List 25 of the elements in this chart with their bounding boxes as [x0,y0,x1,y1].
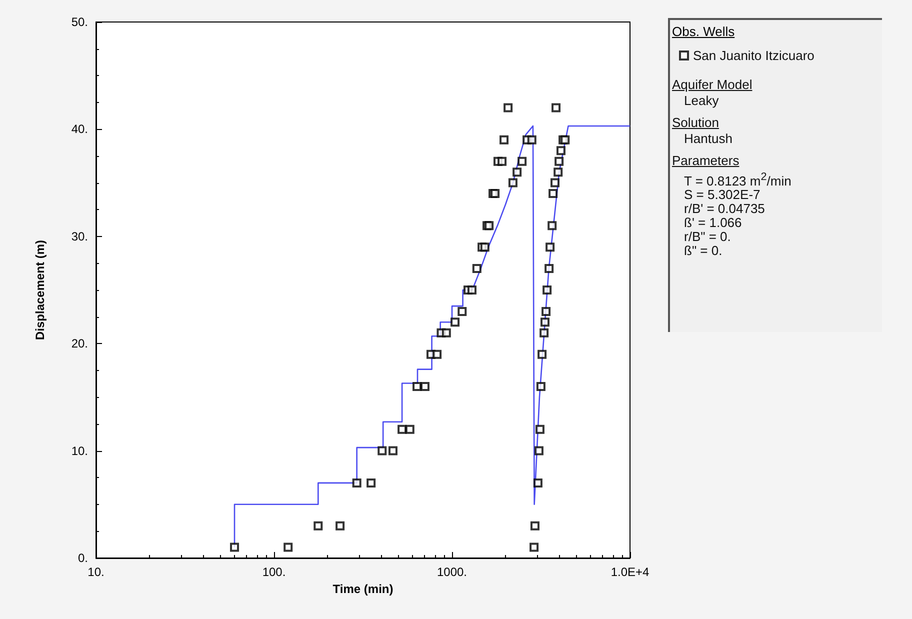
text: r/B" = 0. [683,229,732,244]
text: S = 5.302E-7 [683,187,762,202]
text: Aquifer Model [672,76,754,94]
y-tick-label: 10. [71,444,88,458]
x-axis-title: Time (min) [332,582,394,596]
text: ß" = 0. [683,243,724,258]
y-tick-label: 30. [71,229,88,244]
x-tick-label: 100. [262,565,286,579]
text: Leaky [683,93,720,108]
y-tick-label: 50. [71,15,88,29]
y-tick-label: 20. [71,336,88,351]
legend-label: San Juanito Itzicuaro [693,48,814,63]
x-tick-label: 1.0E+4 [610,565,650,579]
text: T = 0.8123 m$^{2}$/min [683,170,792,188]
text: Hantush [683,131,734,146]
legend-title: Obs. Wells [672,24,735,39]
text: ß' = 1.066 [683,215,743,230]
text: r/B' = 0.04735 [683,201,766,216]
x-tick-label: 1000. [436,565,468,579]
y-tick-label: 40. [71,122,88,136]
text: Solution [672,114,720,132]
text: Parameters [672,152,740,170]
y-tick-label: 0. [78,551,88,565]
x-tick-label: 10. [88,565,104,579]
y-axis-title: Displacement (m) [33,240,47,340]
